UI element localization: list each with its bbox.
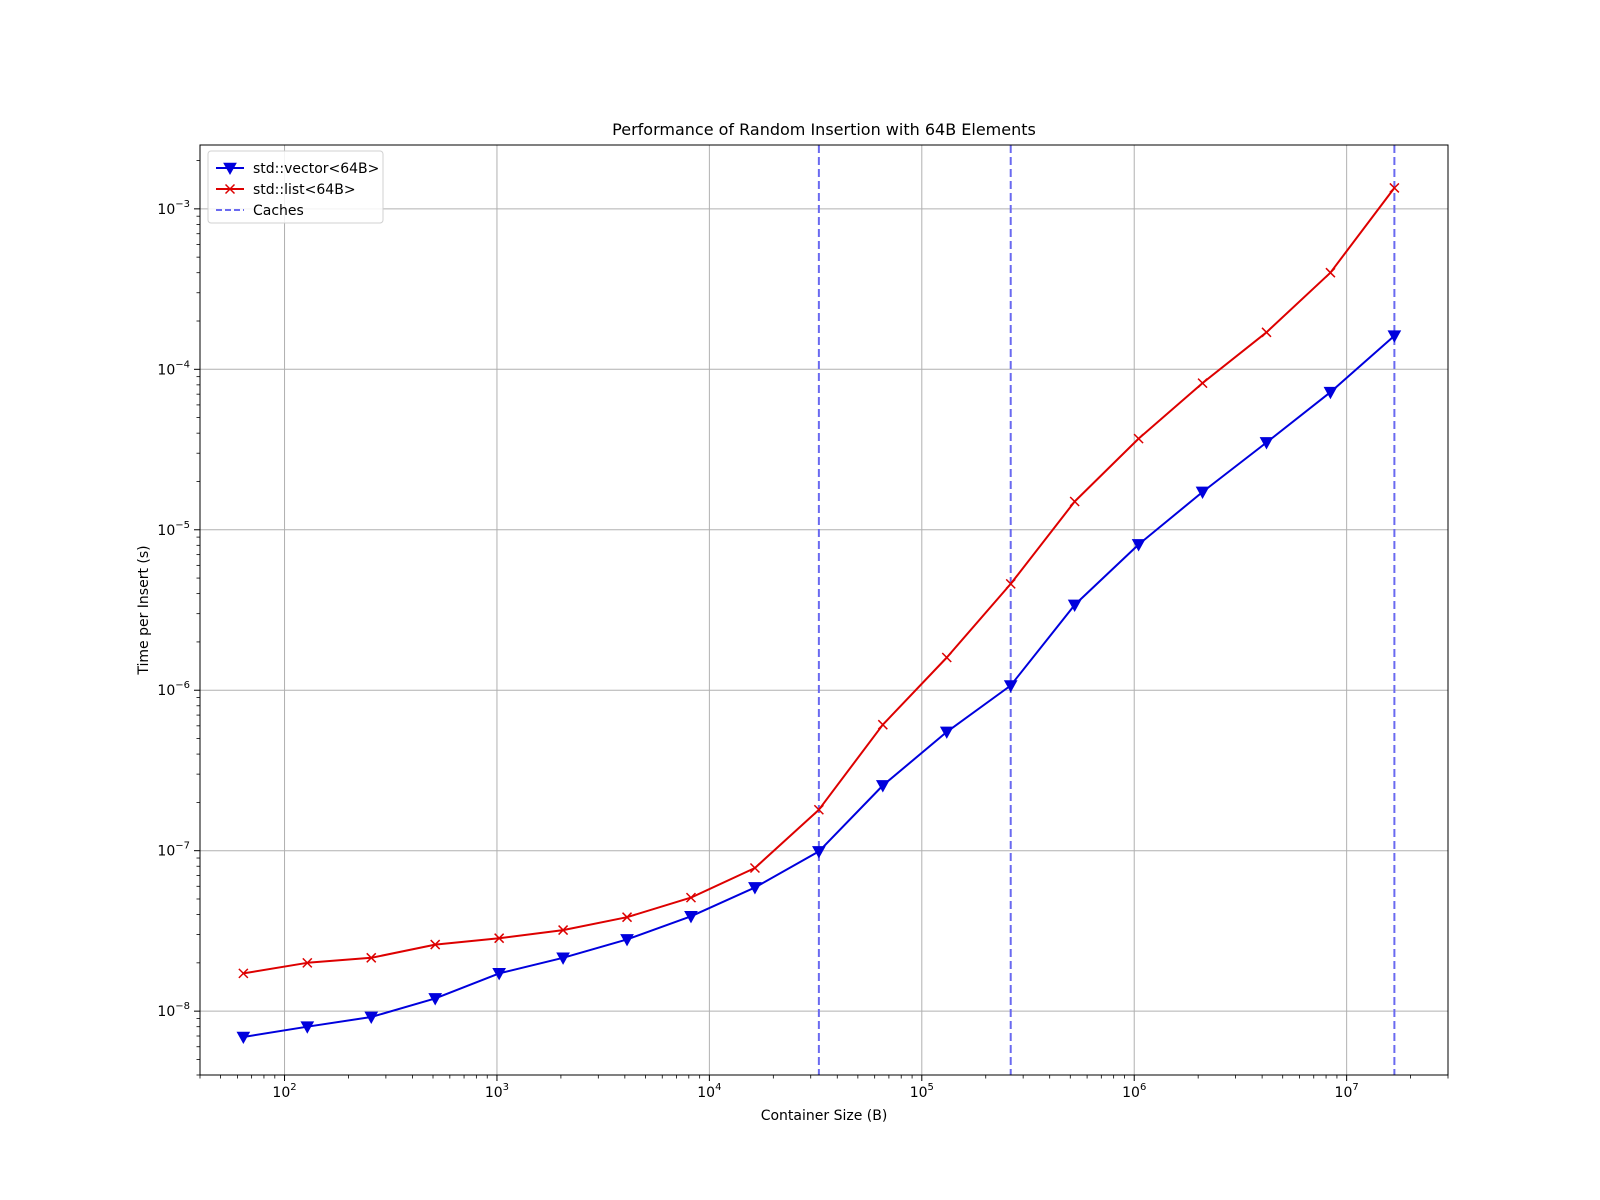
x-axis-title: Container Size (B) (761, 1108, 888, 1124)
series-point-vector (748, 882, 762, 895)
y-tick-label: 10−6 (157, 680, 190, 699)
legend-label: std::vector<64B> (253, 161, 379, 177)
series-point-vector (1387, 330, 1402, 343)
legend-label: Caches (253, 203, 304, 219)
series-point-vector (236, 1031, 251, 1045)
plot-frame (199, 144, 1449, 1076)
series-point-list (1133, 433, 1144, 444)
series-point-vector (1131, 539, 1146, 552)
series-point-list (430, 939, 441, 950)
series-point-vector (428, 993, 443, 1006)
plot-area (200, 145, 1448, 1075)
series-point-list (1197, 378, 1208, 389)
y-axis-title: Time per Insert (s) (136, 545, 152, 675)
series-point-vector (939, 726, 954, 739)
x-tick-label: 107 (1335, 1082, 1359, 1101)
series-point-list (558, 925, 569, 936)
y-tick-label: 10−3 (157, 199, 190, 218)
y-tick-label: 10−5 (157, 520, 190, 539)
legend-marker (224, 183, 236, 195)
series-point-vector (875, 780, 890, 793)
series-point-list (813, 804, 824, 815)
series-point-vector (1323, 386, 1338, 400)
series-point-list (302, 957, 313, 968)
series-point-vector (492, 968, 506, 981)
series-point-list (941, 652, 952, 663)
series-point-list (494, 933, 505, 944)
series-point-list (1325, 267, 1336, 278)
series-point-vector (1259, 437, 1274, 450)
legend-marker (223, 162, 237, 176)
series-point-list (622, 912, 633, 923)
series-point-list (238, 968, 249, 979)
series-point-list (877, 719, 888, 730)
x-tick-label: 103 (485, 1082, 509, 1101)
series-point-list (749, 862, 760, 874)
chart-title: Performance of Random Insertion with 64B… (612, 120, 1036, 139)
series-point-list (1069, 496, 1080, 507)
series-point-vector (556, 952, 570, 965)
series-point-vector (812, 846, 826, 859)
x-tick-label: 104 (697, 1082, 721, 1101)
series-point-list (1005, 578, 1016, 589)
series-point-list (685, 892, 697, 903)
series-point-vector (1003, 680, 1018, 693)
series-point-vector (620, 934, 634, 947)
y-tick-label: 10−7 (157, 841, 190, 860)
y-tick-label: 10−4 (157, 359, 190, 378)
series-point-list (366, 952, 377, 963)
series-point-vector (1067, 599, 1082, 612)
x-tick-label: 105 (910, 1082, 934, 1101)
legend-label: std::list<64B> (253, 182, 356, 198)
x-tick-label: 102 (272, 1082, 296, 1101)
series-point-vector (364, 1011, 379, 1024)
x-tick-label: 106 (1122, 1082, 1146, 1101)
y-tick-label: 10−8 (157, 1001, 190, 1020)
series-point-vector (684, 911, 698, 924)
legend-box (207, 150, 384, 224)
series-point-vector (1195, 486, 1210, 500)
series-point-vector (300, 1021, 315, 1034)
series-point-list (1389, 182, 1400, 193)
series-point-list (1261, 327, 1272, 338)
